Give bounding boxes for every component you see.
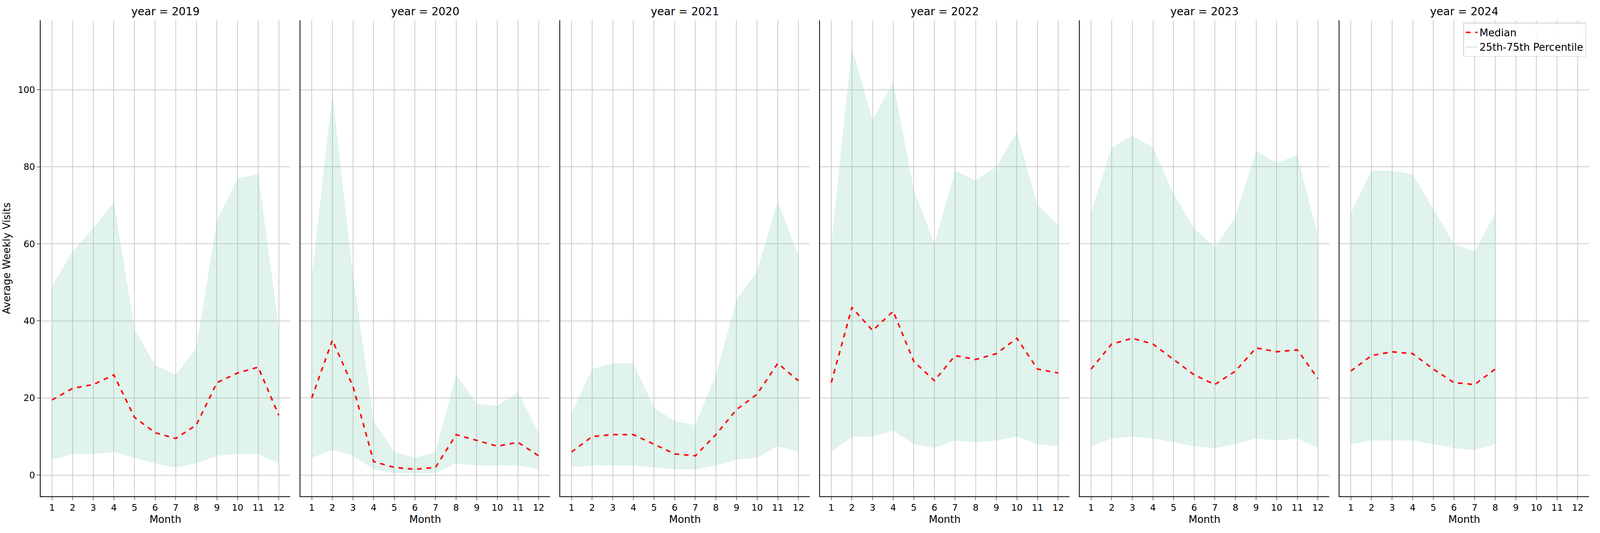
svg-text:2: 2: [1368, 502, 1375, 513]
svg-text:Average Weekly Visits: Average Weekly Visits: [0, 202, 13, 315]
svg-text:6: 6: [671, 502, 678, 513]
svg-text:25th-75th Percentile: 25th-75th Percentile: [1479, 41, 1584, 54]
svg-text:10: 10: [1011, 502, 1023, 513]
svg-text:11: 11: [1291, 502, 1303, 513]
svg-text:6: 6: [1451, 502, 1458, 513]
svg-text:12: 12: [273, 502, 285, 513]
svg-text:5: 5: [910, 502, 917, 513]
svg-text:10: 10: [1530, 502, 1543, 513]
svg-text:5: 5: [1430, 502, 1437, 513]
svg-text:12: 12: [532, 502, 545, 513]
svg-text:11: 11: [1551, 502, 1563, 513]
svg-text:year = 2024: year = 2024: [1430, 5, 1499, 18]
svg-text:100: 100: [17, 84, 36, 95]
svg-text:2: 2: [329, 502, 336, 513]
svg-text:20: 20: [23, 392, 35, 404]
svg-text:2: 2: [69, 502, 76, 513]
svg-text:Month: Month: [669, 513, 702, 526]
svg-text:80: 80: [23, 161, 35, 172]
svg-text:7: 7: [1212, 502, 1218, 513]
svg-text:Month: Month: [1188, 513, 1221, 526]
svg-text:6: 6: [931, 502, 938, 513]
svg-text:4: 4: [1150, 502, 1156, 513]
svg-text:10: 10: [1271, 502, 1283, 513]
svg-text:11: 11: [1031, 502, 1043, 513]
svg-text:1: 1: [568, 502, 575, 513]
svg-text:9: 9: [473, 502, 480, 513]
svg-text:6: 6: [1191, 502, 1198, 513]
svg-text:3: 3: [350, 502, 356, 513]
svg-text:2: 2: [849, 502, 856, 513]
svg-text:8: 8: [972, 502, 979, 513]
svg-text:3: 3: [869, 502, 876, 513]
svg-text:2: 2: [589, 502, 596, 513]
svg-text:60: 60: [23, 239, 35, 250]
svg-text:Month: Month: [149, 513, 182, 526]
svg-text:10: 10: [751, 502, 763, 513]
svg-text:5: 5: [1170, 502, 1177, 513]
svg-text:2: 2: [1108, 502, 1115, 513]
svg-text:12: 12: [1052, 502, 1064, 513]
svg-text:12: 12: [792, 502, 804, 513]
svg-text:4: 4: [370, 502, 377, 513]
svg-text:8: 8: [1492, 502, 1499, 513]
svg-text:1: 1: [828, 502, 835, 513]
svg-text:40: 40: [23, 316, 35, 327]
svg-text:11: 11: [512, 502, 524, 513]
svg-text:9: 9: [1253, 502, 1259, 513]
svg-text:3: 3: [1129, 502, 1136, 513]
svg-text:4: 4: [890, 502, 897, 513]
svg-text:7: 7: [952, 502, 959, 513]
svg-text:0: 0: [29, 470, 36, 481]
svg-text:8: 8: [193, 502, 200, 513]
svg-text:11: 11: [252, 502, 264, 513]
svg-text:3: 3: [609, 502, 616, 513]
svg-text:7: 7: [432, 502, 439, 513]
svg-text:8: 8: [453, 502, 459, 513]
svg-text:11: 11: [771, 502, 784, 513]
svg-text:10: 10: [232, 502, 244, 513]
svg-text:year = 2023: year = 2023: [1170, 5, 1239, 18]
svg-text:Median: Median: [1479, 26, 1517, 39]
svg-text:1: 1: [308, 502, 315, 513]
svg-text:9: 9: [993, 502, 1000, 513]
svg-text:6: 6: [152, 502, 159, 513]
svg-text:Month: Month: [928, 513, 961, 526]
svg-text:Month: Month: [1448, 513, 1481, 526]
svg-text:12: 12: [1312, 502, 1324, 513]
svg-text:1: 1: [1088, 502, 1095, 513]
svg-text:7: 7: [173, 502, 179, 513]
svg-text:1: 1: [49, 502, 56, 513]
svg-text:3: 3: [1389, 502, 1395, 513]
svg-text:8: 8: [712, 502, 719, 513]
svg-text:4: 4: [630, 502, 637, 513]
svg-text:6: 6: [412, 502, 418, 513]
svg-text:5: 5: [131, 502, 138, 513]
svg-text:9: 9: [1512, 502, 1519, 513]
svg-text:3: 3: [90, 502, 97, 513]
svg-text:5: 5: [391, 502, 398, 513]
svg-text:10: 10: [491, 502, 504, 513]
svg-text:4: 4: [110, 502, 117, 513]
svg-text:year = 2021: year = 2021: [650, 5, 720, 18]
svg-text:1: 1: [1348, 502, 1354, 513]
svg-text:4: 4: [1409, 502, 1416, 513]
svg-text:7: 7: [1471, 502, 1478, 513]
svg-text:year = 2020: year = 2020: [391, 5, 460, 18]
svg-text:9: 9: [733, 502, 740, 513]
svg-text:Month: Month: [409, 513, 442, 526]
svg-text:9: 9: [214, 502, 220, 513]
svg-text:5: 5: [651, 502, 658, 513]
svg-text:12: 12: [1571, 502, 1584, 513]
svg-text:7: 7: [692, 502, 699, 513]
svg-text:8: 8: [1232, 502, 1239, 513]
svg-text:year = 2022: year = 2022: [910, 5, 979, 18]
svg-text:year = 2019: year = 2019: [131, 5, 200, 18]
